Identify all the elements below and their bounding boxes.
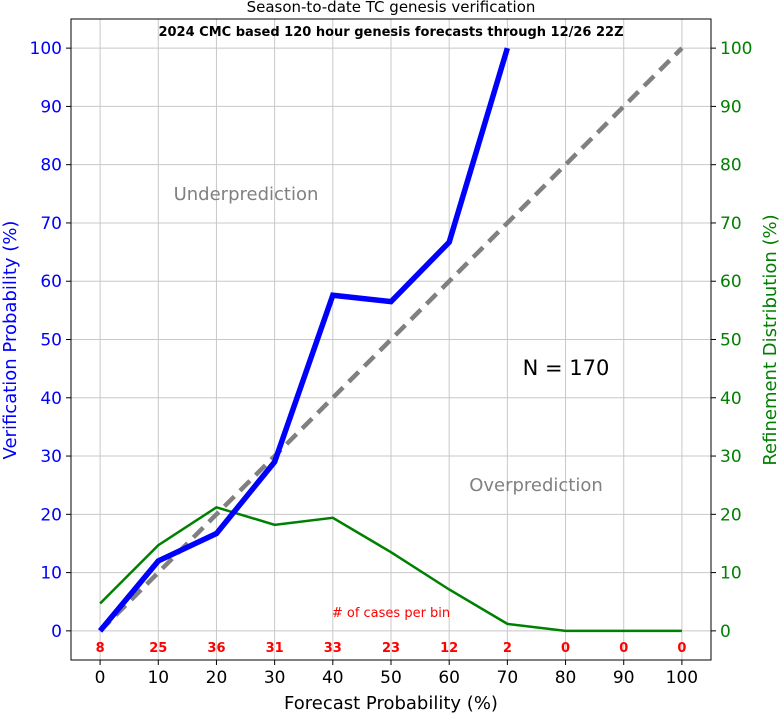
right-tick-label: 0 — [720, 622, 731, 642]
case-count: 0 — [619, 641, 628, 656]
overprediction-label: Overprediction — [469, 475, 603, 496]
case-count: 36 — [207, 641, 225, 656]
right-tick-label: 30 — [720, 447, 742, 467]
x-tick-label: 50 — [380, 668, 402, 688]
right-tick-label: 10 — [720, 564, 742, 584]
left-tick-label: 80 — [40, 156, 62, 176]
series-layer — [97, 46, 684, 633]
right-tick-label: 50 — [720, 331, 742, 351]
cases-per-bin-label: # of cases per bin — [332, 606, 450, 621]
left-tick-label: 20 — [40, 505, 62, 525]
left-axis-label: Verification Probability (%) — [0, 221, 21, 460]
grid-lines — [71, 19, 711, 660]
left-tick-label: 50 — [40, 331, 62, 351]
chart-subtitle: 2024 CMC based 120 hour genesis forecast… — [158, 25, 623, 40]
x-tick-label: 30 — [264, 668, 286, 688]
case-count: 0 — [677, 641, 686, 656]
x-tick-label: 90 — [613, 668, 635, 688]
right-tick-label: 80 — [720, 156, 742, 176]
x-axis-label: Forecast Probability (%) — [284, 693, 498, 713]
x-tick-label: 70 — [497, 668, 519, 688]
case-count: 8 — [96, 641, 105, 656]
left-tick-label: 70 — [40, 214, 62, 234]
right-tick-label: 20 — [720, 505, 742, 525]
case-count: 0 — [561, 641, 570, 656]
case-count: 23 — [382, 641, 400, 656]
case-count: 31 — [266, 641, 284, 656]
x-tick-label: 40 — [322, 668, 344, 688]
left-tick-label: 90 — [40, 97, 62, 117]
case-count: 25 — [149, 641, 167, 656]
case-count: 2 — [503, 641, 512, 656]
left-tick-label: 30 — [40, 447, 62, 467]
refinement-line — [99, 505, 682, 633]
case-count: 12 — [440, 641, 458, 656]
x-tick-label: 100 — [666, 668, 698, 688]
chart-title: Season-to-date TC genesis verification — [247, 0, 536, 16]
x-tick-label: 80 — [555, 668, 577, 688]
cases-per-bin: 8 25 36 31 33 23 12 2 0 0 0 — [96, 641, 687, 656]
sample-size-label: N = 170 — [523, 356, 610, 380]
underprediction-label: Underprediction — [174, 184, 319, 205]
verification-line — [97, 47, 510, 633]
right-tick-label: 70 — [720, 214, 742, 234]
x-tick-label: 60 — [438, 668, 460, 688]
perfect-reliability-line — [98, 46, 684, 633]
right-tick-label: 100 — [720, 39, 752, 59]
x-tick-label: 10 — [147, 668, 169, 688]
case-count: 33 — [324, 641, 342, 656]
x-tick-label: 20 — [206, 668, 228, 688]
right-tick-label: 40 — [720, 389, 742, 409]
left-tick-label: 40 — [40, 389, 62, 409]
left-tick-label: 100 — [30, 39, 62, 59]
left-tick-label: 60 — [40, 272, 62, 292]
left-tick-label: 0 — [51, 622, 62, 642]
x-tick-label: 0 — [95, 668, 106, 688]
right-axis-label: Refinement Distribution (%) — [760, 214, 779, 465]
right-tick-label: 90 — [720, 97, 742, 117]
right-tick-label: 60 — [720, 272, 742, 292]
left-tick-label: 10 — [40, 564, 62, 584]
